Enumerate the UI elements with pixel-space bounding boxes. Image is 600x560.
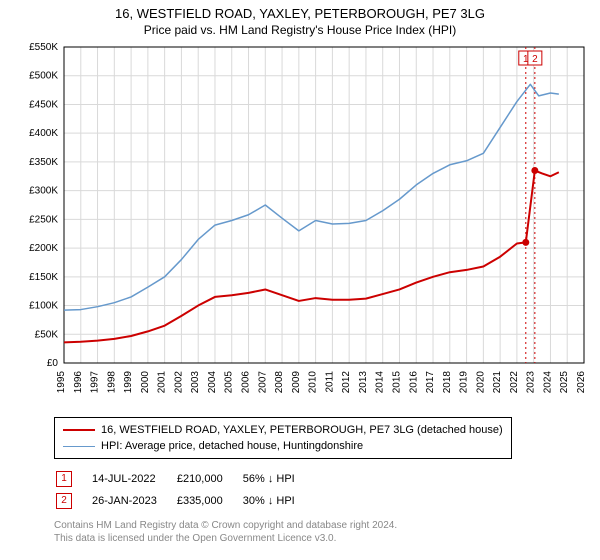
svg-text:2015: 2015	[391, 371, 402, 394]
svg-text:2013: 2013	[358, 371, 369, 394]
marker-price: £335,000	[177, 491, 241, 511]
svg-text:1997: 1997	[90, 371, 101, 394]
svg-text:1996: 1996	[73, 371, 84, 394]
svg-text:2014: 2014	[375, 371, 386, 394]
svg-text:£550K: £550K	[29, 42, 58, 53]
svg-text:2026: 2026	[576, 371, 587, 394]
table-row: 2 26-JAN-2023 £335,000 30% ↓ HPI	[56, 491, 313, 511]
svg-text:2008: 2008	[274, 371, 285, 394]
chart-title-line2: Price paid vs. HM Land Registry's House …	[0, 21, 600, 41]
svg-text:£200K: £200K	[29, 243, 58, 254]
svg-text:1999: 1999	[123, 371, 134, 394]
footer-line: This data is licensed under the Open Gov…	[54, 532, 600, 545]
legend-swatch	[63, 429, 95, 431]
page: 16, WESTFIELD ROAD, YAXLEY, PETERBOROUGH…	[0, 0, 600, 545]
svg-text:2004: 2004	[207, 371, 218, 394]
marker-badge: 2	[56, 493, 72, 509]
svg-text:£150K: £150K	[29, 272, 58, 283]
svg-text:2010: 2010	[308, 371, 319, 394]
marker-table: 1 14-JUL-2022 £210,000 56% ↓ HPI 2 26-JA…	[54, 467, 315, 513]
svg-text:£500K: £500K	[29, 71, 58, 82]
legend-label: HPI: Average price, detached house, Hunt…	[101, 438, 363, 454]
svg-text:2025: 2025	[559, 371, 570, 394]
svg-text:1998: 1998	[106, 371, 117, 394]
svg-text:2002: 2002	[173, 371, 184, 394]
marker-date: 26-JAN-2023	[92, 491, 175, 511]
footer-line: Contains HM Land Registry data © Crown c…	[54, 519, 600, 532]
svg-text:2023: 2023	[526, 371, 537, 394]
svg-text:£450K: £450K	[29, 99, 58, 110]
marker-pct: 56% ↓ HPI	[243, 469, 313, 489]
svg-text:2020: 2020	[475, 371, 486, 394]
svg-text:2018: 2018	[442, 371, 453, 394]
svg-text:2019: 2019	[459, 371, 470, 394]
svg-text:2009: 2009	[291, 371, 302, 394]
svg-text:£0: £0	[47, 358, 59, 369]
legend-row: HPI: Average price, detached house, Hunt…	[63, 438, 503, 454]
svg-text:2011: 2011	[324, 371, 335, 393]
svg-text:2012: 2012	[341, 371, 352, 394]
footer: Contains HM Land Registry data © Crown c…	[54, 519, 600, 545]
svg-text:£50K: £50K	[35, 329, 59, 340]
svg-text:£250K: £250K	[29, 214, 58, 225]
svg-text:2006: 2006	[241, 371, 252, 394]
svg-text:2016: 2016	[408, 371, 419, 394]
svg-text:£300K: £300K	[29, 186, 58, 197]
svg-text:2001: 2001	[157, 371, 168, 394]
svg-text:2007: 2007	[257, 371, 268, 394]
svg-text:2000: 2000	[140, 371, 151, 394]
svg-text:1995: 1995	[56, 371, 67, 394]
chart-title-line1: 16, WESTFIELD ROAD, YAXLEY, PETERBOROUGH…	[0, 0, 600, 21]
svg-text:£100K: £100K	[29, 301, 58, 312]
svg-text:2: 2	[532, 54, 538, 65]
marker-badge: 1	[56, 471, 72, 487]
marker-pct: 30% ↓ HPI	[243, 491, 313, 511]
chart-svg: £0 £50K £100K £150K £200K £250K £300K £350K £400…	[10, 41, 590, 411]
table-row: 1 14-JUL-2022 £210,000 56% ↓ HPI	[56, 469, 313, 489]
legend: 16, WESTFIELD ROAD, YAXLEY, PETERBOROUGH…	[54, 417, 512, 459]
svg-text:£350K: £350K	[29, 157, 58, 168]
svg-text:2024: 2024	[542, 371, 553, 394]
svg-text:2017: 2017	[425, 371, 436, 394]
legend-row: 16, WESTFIELD ROAD, YAXLEY, PETERBOROUGH…	[63, 422, 503, 438]
svg-text:2022: 2022	[509, 371, 520, 394]
svg-text:2005: 2005	[224, 371, 235, 394]
svg-text:2021: 2021	[492, 371, 503, 394]
legend-swatch	[63, 446, 95, 447]
marker-price: £210,000	[177, 469, 241, 489]
chart: £0 £50K £100K £150K £200K £250K £300K £350K £400…	[10, 41, 590, 411]
svg-text:2003: 2003	[190, 371, 201, 394]
svg-text:£400K: £400K	[29, 128, 58, 139]
marker-date: 14-JUL-2022	[92, 469, 175, 489]
legend-label: 16, WESTFIELD ROAD, YAXLEY, PETERBOROUGH…	[101, 422, 503, 438]
